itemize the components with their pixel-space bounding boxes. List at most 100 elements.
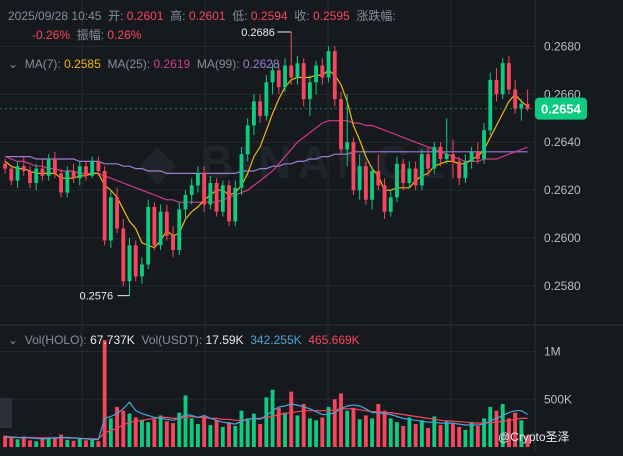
candle-body	[413, 168, 418, 186]
amplitude-value: 0.26%	[107, 28, 142, 42]
candle-body	[202, 173, 207, 205]
vol-usdt-value: 17.59K	[205, 333, 244, 347]
candle-body	[295, 63, 300, 78]
volume-bar	[171, 423, 175, 447]
price-tick-label: 0.2680	[544, 39, 581, 53]
volume-bar	[96, 441, 101, 447]
candle-body	[357, 166, 362, 191]
volume-axis: 1M 500K	[544, 345, 572, 407]
volume-bar	[457, 426, 462, 447]
volume-bar	[127, 413, 132, 447]
candle-body	[426, 154, 430, 169]
candle-body	[301, 63, 306, 100]
candle-body	[276, 70, 281, 88]
volume-bar	[326, 406, 331, 447]
volume-bar	[59, 434, 64, 447]
volume-bar	[196, 424, 200, 447]
ma7-value: 0.2585	[64, 57, 101, 71]
candle-body	[121, 228, 126, 282]
ma99-label: MA(99):	[196, 57, 240, 71]
volume-bar	[463, 429, 468, 447]
scroll-left-button[interactable]	[0, 398, 12, 428]
collapse-chevron-icon[interactable]: ⌄	[8, 57, 19, 71]
vol-ma10-value: 465.669K	[308, 333, 360, 347]
volume-bar	[108, 418, 113, 447]
volume-bar	[84, 440, 88, 447]
candle-body	[146, 206, 151, 265]
candle-body	[189, 185, 194, 195]
volume-bar	[413, 424, 418, 447]
ma99-value: 0.2628	[242, 57, 280, 71]
volume-bar	[264, 397, 269, 447]
volume-bar	[363, 415, 368, 447]
volume-info-line: ⌄ Vol(HOLO): 67.737K Vol(USDT): 17.59K 3…	[8, 332, 360, 348]
volume-bar	[475, 426, 480, 447]
candle-body	[482, 130, 486, 160]
volume-bar	[419, 420, 424, 447]
volume-bar	[270, 389, 275, 447]
volume-bar	[283, 412, 287, 447]
candle-body	[96, 161, 101, 171]
volume-bar	[245, 418, 250, 447]
vol-ma5-value: 342.255K	[250, 333, 302, 347]
volume-tick-label: 1M	[544, 345, 561, 359]
candle-body	[59, 173, 64, 193]
collapse-chevron-icon[interactable]: ⌄	[8, 333, 19, 347]
price-tick-label: 0.2580	[544, 279, 581, 293]
amplitude-label: 振幅:	[76, 28, 105, 42]
volume-bar	[220, 426, 225, 447]
candle-body	[500, 63, 505, 95]
volume-bar	[152, 419, 157, 447]
price-tick-label: 0.2620	[544, 183, 581, 197]
candle-body	[28, 170, 32, 183]
candle-body	[507, 63, 511, 90]
svg-text:◆ BINANCE: ◆ BINANCE	[139, 136, 452, 188]
volume-bar	[482, 418, 486, 447]
candle-body	[475, 151, 480, 160]
volume-bar	[488, 406, 493, 447]
volume-bar	[295, 415, 300, 447]
candle-body	[208, 182, 213, 205]
volume-bar	[426, 427, 430, 447]
candle-body	[438, 147, 443, 160]
candle-body	[34, 168, 39, 183]
change-value: -0.26%	[32, 28, 71, 42]
datetime: 2025/09/28 10:45	[8, 9, 102, 23]
candle-body	[407, 168, 412, 183]
volume-bar	[77, 438, 82, 447]
volume-bar	[289, 391, 294, 447]
candle-body	[339, 99, 343, 150]
candle-body	[196, 173, 200, 186]
price-axis: 0.26800.26600.26400.26200.26000.25800.26…	[0, 39, 587, 293]
volume-bar	[332, 399, 337, 447]
candle-body	[65, 170, 70, 193]
volume-bar	[500, 404, 505, 447]
candle-body	[289, 65, 294, 78]
volume-bar	[376, 404, 381, 447]
candle-body	[227, 185, 231, 222]
candle-body	[307, 82, 312, 100]
volume-bar	[65, 439, 70, 447]
candle-body	[283, 65, 287, 88]
volume-bar	[438, 425, 443, 447]
volume-bar	[407, 417, 412, 447]
price-tick-label: 0.2640	[544, 135, 581, 149]
close-label: 收:	[294, 9, 310, 23]
candle-body	[108, 197, 113, 241]
volume-bar	[15, 439, 20, 447]
volume-bar	[301, 404, 306, 447]
volume-bar	[314, 420, 319, 447]
candle-body	[102, 170, 107, 241]
volume-bar	[395, 422, 399, 447]
candle-body	[264, 82, 269, 116]
close-value: 0.2595	[312, 9, 350, 23]
volume-bar	[345, 410, 350, 447]
volume-bar	[3, 435, 8, 447]
candle-body	[382, 185, 387, 212]
change-label: 涨跌幅:	[356, 9, 396, 23]
volume-bar	[158, 415, 163, 447]
volume-bar	[401, 426, 406, 447]
candle-body	[370, 170, 375, 200]
